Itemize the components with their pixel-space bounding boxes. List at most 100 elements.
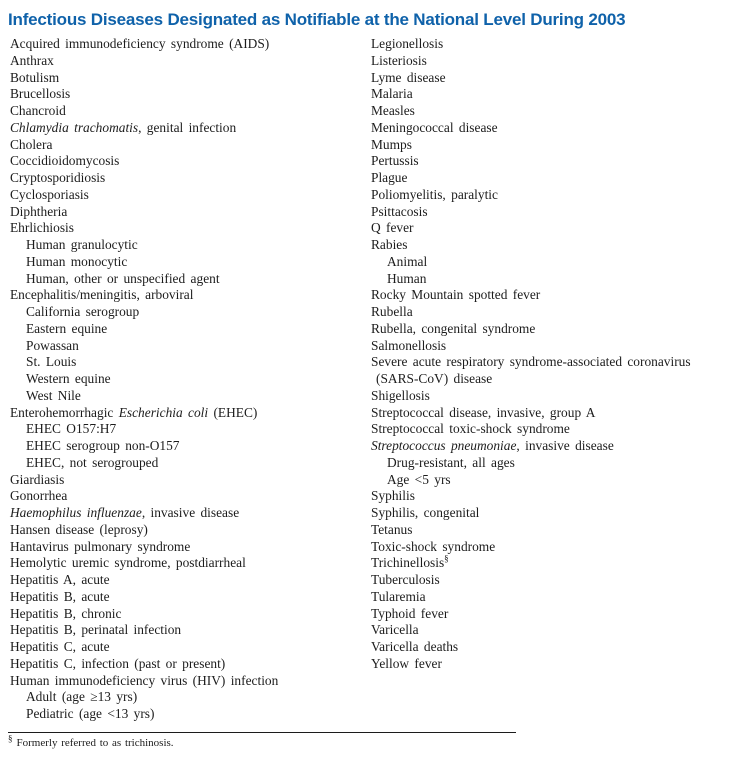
list-item-text: Streptococcal toxic-shock syndrome [371,421,570,437]
list-item: Encephalitis/meningitis, arboviral [10,287,371,304]
list-item-text: Human monocytic [26,253,128,269]
list-item-text: Legionellosis [371,36,444,51]
list-item-text: Human immunodeficiency virus (HIV) infec… [10,672,279,688]
list-item-text: Eastern equine [26,320,108,336]
list-item: Poliomyelitis, paralytic [371,187,730,204]
list-item: Listeriosis [371,53,730,70]
list-item: Q fever [371,220,730,237]
list-item: Hepatitis B, acute [10,589,371,606]
list-item-text: Shigellosis [371,387,430,403]
list-item-text: Hepatitis C, infection (past or present) [10,655,226,671]
list-item-text: Coccidioidomycosis [10,153,120,169]
list-item: Cryptosporidiosis [10,170,371,187]
list-item: Rabies [371,237,730,254]
footnote-rule [8,731,516,733]
list-item-text: Hepatitis B, acute [10,588,110,604]
list-item-text: Syphilis [371,488,415,504]
list-item-text: Enterohemorrhagic [10,404,119,420]
list-item-text: Tetanus [371,521,413,537]
list-item: Adult (age ≥13 yrs) [10,689,371,706]
list-item-text: (EHEC) [208,404,258,420]
list-item-text: Anthrax [10,52,54,68]
list-item: Streptococcal toxic-shock syndrome [371,421,730,438]
list-item-text: Toxic-shock syndrome [371,538,496,554]
list-item: Hepatitis B, perinatal infection [10,622,371,639]
list-item-text: Encephalitis/meningitis, arboviral [10,287,194,303]
list-item: West Nile [10,388,371,405]
list-item: Haemophilus influenzae, invasive disease [10,505,371,522]
list-item: EHEC, not serogrouped [10,455,371,472]
list-item-text: Tuberculosis [371,572,440,587]
list-item: Animal [371,254,730,271]
list-item-text: Varicella [371,622,419,638]
page-title: Infectious Diseases Designated as Notifi… [8,10,626,29]
list-item-text: Powassan [26,337,79,353]
list-item-text: (SARS-CoV) disease [376,371,493,386]
list-item: Varicella [371,622,730,639]
list-item: Typhoid fever [371,606,730,623]
list-item-text: EHEC serogroup non-O157 [26,438,180,453]
disease-list: Acquired immunodeficiency syndrome (AIDS… [0,36,740,723]
list-item: Cyclosporiasis [10,187,371,204]
list-item-text: Hepatitis B, perinatal infection [10,622,182,638]
list-item: Western equine [10,371,371,388]
list-item: Brucellosis [10,86,371,103]
list-item-text: Cholera [10,136,53,152]
list-item-text: Severe acute respiratory syndrome-associ… [371,354,691,370]
list-item-text: Rabies [371,237,408,252]
list-item-text: Pediatric (age <13 yrs) [26,706,155,721]
list-item-text: Chancroid [10,103,66,118]
list-item-text: , genital infection [138,119,237,135]
list-item: Eastern equine [10,321,371,338]
list-item-text: Cryptosporidiosis [10,170,106,185]
list-item-text: Human [387,270,427,286]
list-item: Psittacosis [371,204,730,221]
list-item-text: Mumps [371,136,412,152]
list-item: Pertussis [371,153,730,170]
list-item-text: , invasive disease [516,438,614,453]
footnote: § Formerly referred to as trichinosis. [8,734,740,749]
disease-list-right-column: Legionellosis Listeriosis Lyme disease Mala… [371,36,730,673]
list-item: Chancroid [10,103,371,120]
list-item: Plague [371,170,730,187]
list-item: Human, other or unspecified agent [10,271,371,288]
list-item-text: Meningococcal disease [371,119,498,135]
list-item-text: Human, other or unspecified agent [26,270,220,286]
list-item: Varicella deaths [371,639,730,656]
list-item: Hepatitis C, acute [10,639,371,656]
list-item-text: EHEC, not serogrouped [26,454,159,470]
list-item: Cholera [10,137,371,154]
list-item-text: Listeriosis [371,52,427,68]
list-item: Hantavirus pulmonary syndrome [10,539,371,556]
list-item-text: Rubella [371,304,413,319]
list-item-text: Animal [387,253,428,269]
list-item: Gonorrhea [10,488,371,505]
list-item-text: Chlamydia trachomatis [10,119,139,135]
list-item: Rubella, congenital syndrome [371,321,730,338]
list-item-text: Gonorrhea [10,488,68,504]
list-item: Giardiasis [10,472,371,489]
list-item: Toxic-shock syndrome [371,539,730,556]
list-item: Tularemia [371,589,730,606]
list-item-text: Salmonellosis [371,337,447,353]
list-item: Meningococcal disease [371,120,730,137]
list-item: Acquired immunodeficiency syndrome (AIDS… [10,36,371,53]
list-item: Yellow fever [371,656,730,673]
list-item: Anthrax [10,53,371,70]
list-item: Syphilis, congenital [371,505,730,522]
list-item: Enterohemorrhagic Escherichia coli (EHEC… [10,405,371,422]
list-item-text: Escherichia coli [118,404,209,420]
list-item-text: Hepatitis C, acute [10,639,110,654]
list-item-text: Brucellosis [10,86,71,102]
list-item: Drug-resistant, all ages [371,455,730,472]
list-item-text: Rocky Mountain spotted fever [371,287,541,303]
list-item-text: Rubella, congenital syndrome [371,320,536,336]
list-item-text: Hepatitis B, chronic [10,605,122,621]
list-item-text: Hemolytic uremic syndrome, postdiarrheal [10,555,246,571]
list-item-text: Q fever [371,220,414,236]
list-item-text: California serogroup [26,304,140,319]
list-item: (SARS-CoV) disease [371,371,730,388]
list-item-text: Botulism [10,69,60,85]
list-item-text: Lyme disease [371,69,446,85]
